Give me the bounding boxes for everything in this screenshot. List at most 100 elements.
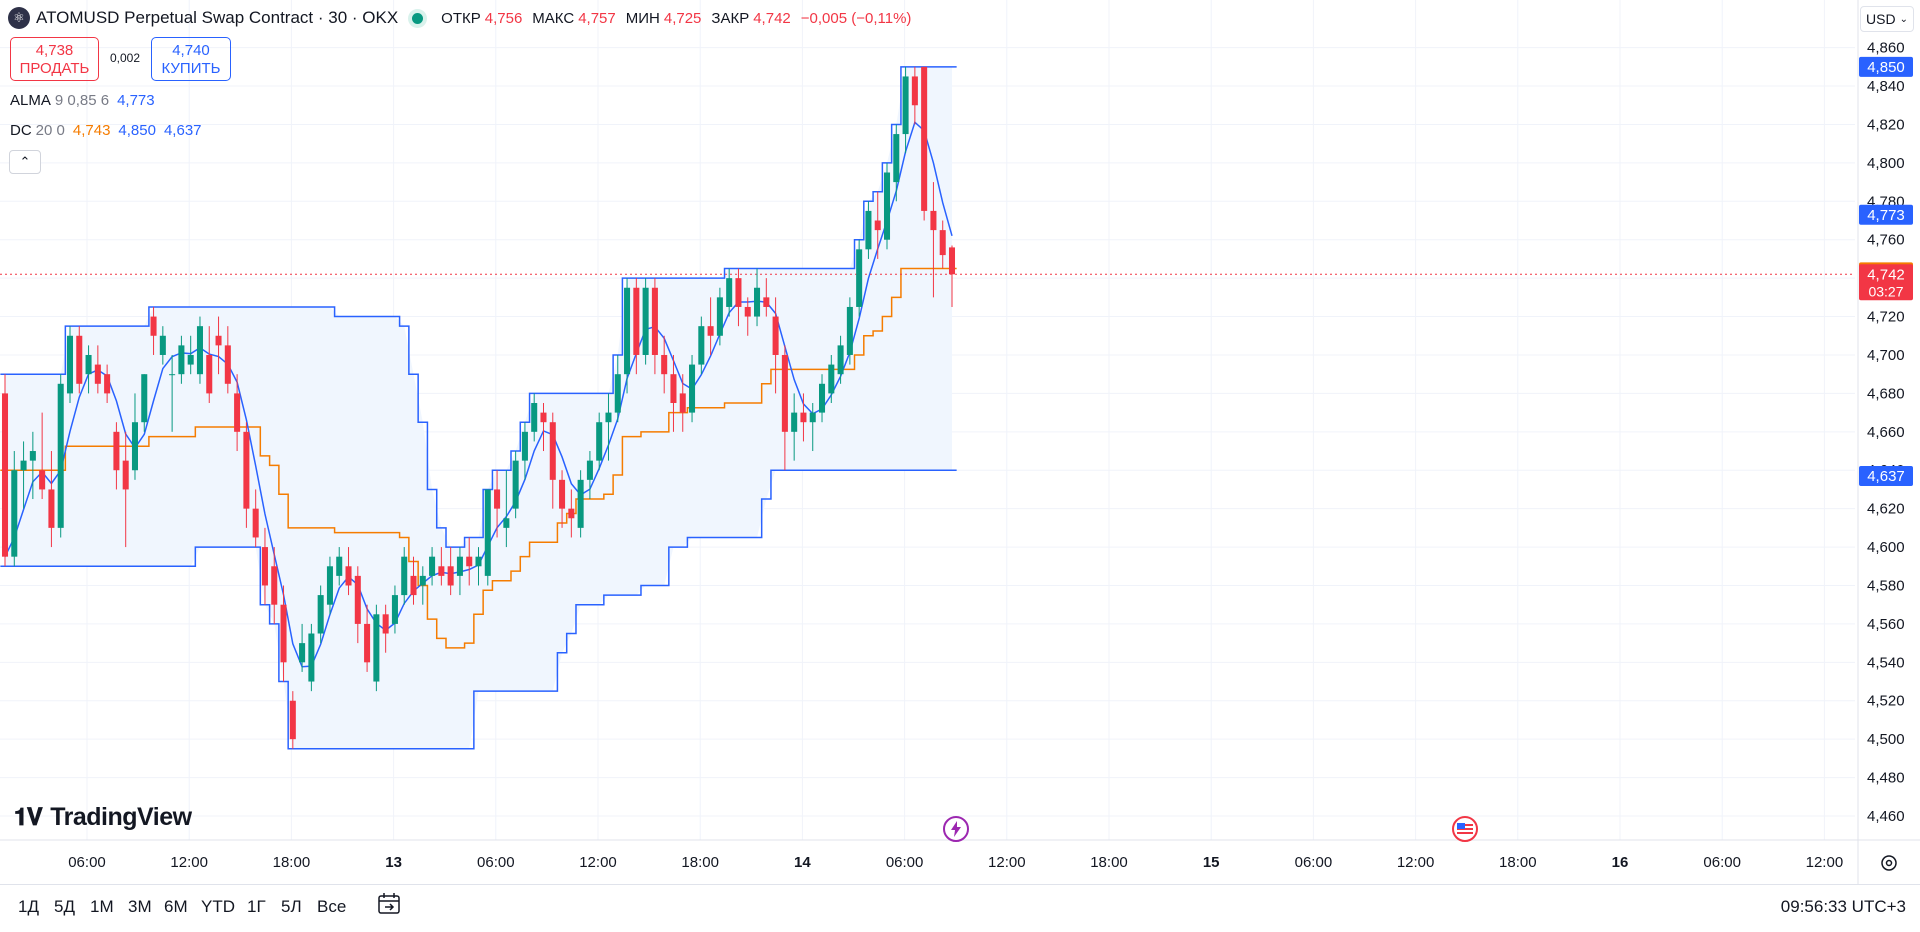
dc-legend[interactable]: DC 20 0 4,743 4,850 4,637 [10,120,210,140]
candle-body [308,633,315,682]
ohlc-change: −0,005 (−0,11%) [800,9,912,27]
y-tick-label: 4,540 [1867,654,1905,671]
range-button-3[interactable]: 3М [128,897,152,916]
candle-body [791,412,798,432]
range-button-5[interactable]: YTD [201,897,235,916]
y-tick-label: 4,520 [1867,693,1905,710]
candle-body [289,700,296,740]
dc-upper-value: 4,850 [118,121,156,139]
y-tick-label: 4,720 [1867,309,1905,326]
y-tick-label: 4,800 [1867,155,1905,172]
candle-body [670,374,677,404]
candle-body [169,374,176,376]
candle-body [819,383,826,413]
gear-icon[interactable] [1878,852,1900,874]
alma-legend[interactable]: ALMA 9 0,85 6 4,773 [10,90,163,110]
candle-body [280,604,287,663]
us-flag-event-icon[interactable] [1451,815,1479,848]
candle-body [141,374,148,423]
candle-body [271,566,278,605]
ohlc-close-label: ЗАКР [711,9,750,27]
candle-body [261,547,268,586]
candle-body [586,460,593,480]
candle-body [521,431,528,461]
range-button-7[interactable]: 5Л [281,897,302,916]
candle-body [772,316,779,355]
range-button-4[interactable]: 6М [164,897,188,916]
ohlc-open-value: 4,756 [484,9,523,27]
ohlc-low-label: МИН [625,9,660,27]
candle-body [661,354,668,375]
price-chart[interactable]: 06:00 12:00 18:00 13 06:00 12:00 18:00 14 06:00 1… [0,0,1920,884]
spread-value: 0,002 [110,51,141,65]
candle-body [874,220,881,231]
axis-price-label-bg [1859,465,1913,486]
candle-body [234,393,241,432]
collapse-legend-button[interactable]: ⌃ [9,150,41,174]
range-button-6[interactable]: 1Г [247,897,266,916]
bottom-toolbar [0,884,1920,932]
candle-body [215,335,222,346]
candle-body [503,518,510,528]
x-tick-label: 13 [385,854,402,871]
candle-body [224,345,231,384]
candle-body [679,393,686,413]
x-tick-label: 12:00 [579,854,617,871]
candle-body [651,287,658,355]
candle-body [559,479,566,509]
market-status-icon[interactable] [412,12,424,24]
candle-body [429,556,436,576]
axis-price-label-bg [1859,264,1913,301]
buy-button[interactable]: 4,740 КУПИТЬ [151,37,231,81]
candle-body [76,335,83,384]
x-tick-label: 18:00 [681,854,719,871]
range-button-1[interactable]: 5Д [54,897,75,916]
candle-body [29,451,36,461]
candle-body [113,431,120,471]
candle-body [150,316,157,336]
candle-body [131,422,138,471]
y-tick-label: 4,660 [1867,424,1905,441]
candle-body [243,431,250,509]
symbol-title[interactable]: ATOMUSD Perpetual Swap Contract · 30 · O… [36,8,399,27]
candle-body [549,422,556,480]
ohlc-high-value: 4,757 [578,9,616,27]
y-tick-label: 4,480 [1867,770,1905,787]
sell-button[interactable]: 4,738 ПРОДАТЬ [10,37,99,81]
candle-body [382,614,389,634]
range-button-2[interactable]: 1М [90,897,114,916]
currency-select[interactable]: USD ⌄ [1860,6,1914,32]
dc-params: 20 0 [35,121,65,139]
dc-lower-line [0,469,957,750]
candle-body [391,595,398,624]
candle-body [1,393,9,557]
y-tick-label: 4,600 [1867,539,1905,556]
dc-channel-fill [5,66,952,749]
range-button-0[interactable]: 1Д [18,897,39,916]
currency-label: USD [1866,11,1896,27]
candle-body [698,326,705,365]
x-tick-label: 18:00 [273,854,311,871]
clock-timezone[interactable]: 09:56:33 UTC+3 [1780,897,1906,916]
calendar-goto-icon[interactable] [375,890,403,918]
candle-body [596,422,603,461]
candle-body [930,210,937,231]
dc-basis-line [0,267,957,649]
axis-price-label: 4,773 [1867,207,1905,224]
tradingview-logo-icon: 𝟏𝐕 [14,803,43,831]
candle-body [438,566,445,576]
tradingview-logo[interactable]: 𝟏𝐕 TradingView [14,803,192,832]
candle-body [948,247,956,275]
candle-body [456,556,463,576]
x-tick-label: 16 [1612,854,1629,871]
y-tick-label: 4,620 [1867,501,1905,518]
x-tick-label: 12:00 [1806,854,1844,871]
range-button-8[interactable]: Все [317,897,347,916]
candle-body [85,354,92,375]
candle-body [893,134,900,183]
candle-body [763,297,770,307]
candle-body [252,508,259,538]
flash-event-icon[interactable] [942,815,970,848]
candle-body [512,460,519,509]
candle-body [568,508,575,519]
